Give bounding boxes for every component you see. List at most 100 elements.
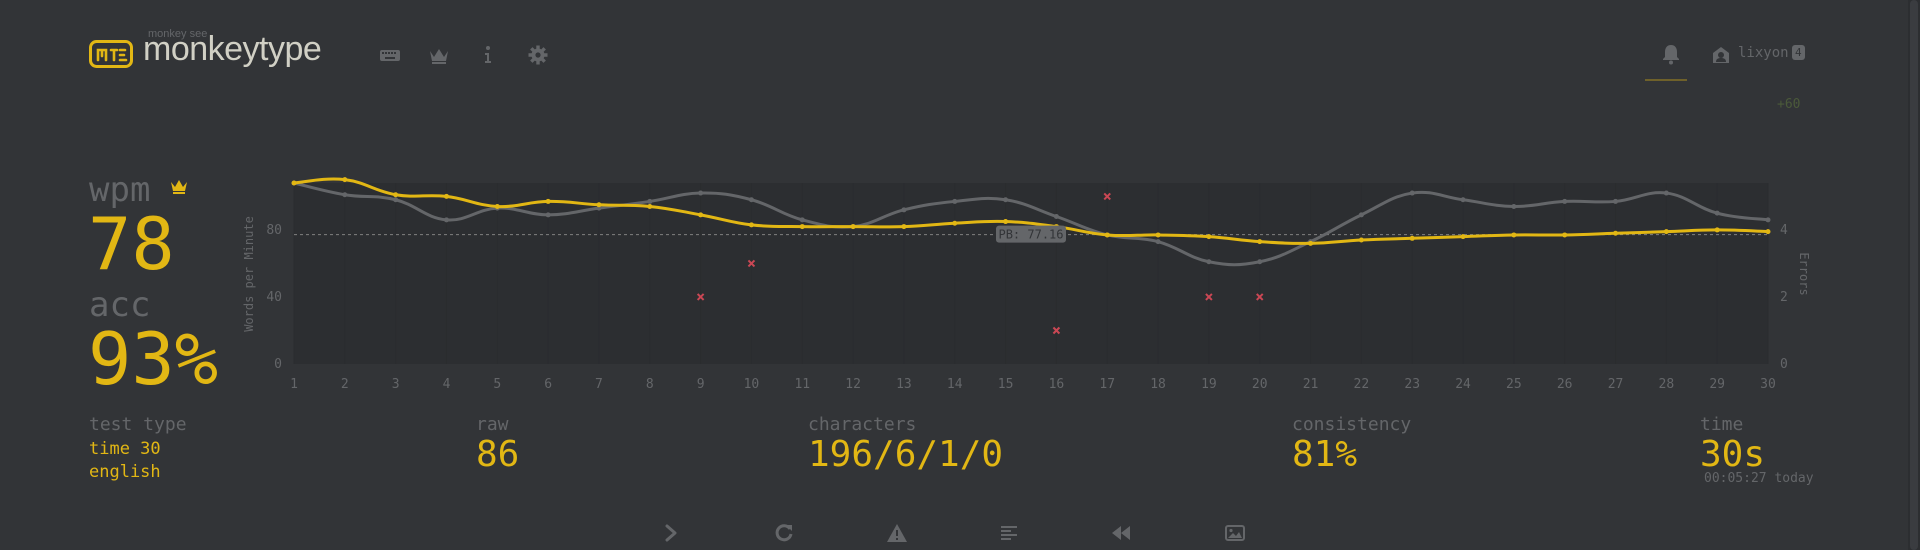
test-type-language: english [89, 462, 161, 482]
wpm-point [901, 224, 907, 230]
wpm-point [647, 203, 653, 209]
raw-wpm-point [1562, 198, 1568, 204]
logo-text[interactable]: monkeytype [143, 30, 322, 68]
raw-wpm-point [443, 217, 449, 223]
y-tick-label: 0 [274, 357, 282, 372]
wpm-point [1409, 235, 1415, 241]
wpm-point [1104, 232, 1110, 238]
wpm-point [291, 180, 297, 186]
raw-wpm-point [1155, 239, 1161, 245]
x-tick-label: 15 [998, 377, 1014, 392]
warning-icon[interactable] [886, 522, 908, 544]
x-tick-label: 18 [1150, 377, 1166, 392]
logo-icon[interactable] [89, 40, 133, 68]
x-tick-label: 30 [1760, 377, 1776, 392]
wpm-point [1613, 230, 1619, 236]
raw-wpm-point [901, 207, 907, 213]
x-tick-label: 29 [1709, 377, 1725, 392]
error-markers [696, 192, 1264, 335]
wpm-point [1358, 237, 1364, 243]
raw-wpm-point [342, 192, 348, 198]
personal-best-crown-icon [171, 180, 187, 194]
x-tick-label: 13 [896, 377, 912, 392]
wpm-line [293, 177, 1769, 245]
image-icon[interactable] [1224, 522, 1246, 544]
wpm-point [1511, 232, 1517, 238]
crown-icon[interactable] [428, 44, 450, 66]
errors-axis-label: Errors [1797, 252, 1811, 295]
restart-icon[interactable] [773, 522, 795, 544]
raw-wpm-point [393, 197, 399, 203]
y-tick-label: 40 [266, 290, 282, 305]
keyboard-icon[interactable] [379, 44, 401, 66]
x-tick-label: 21 [1303, 377, 1319, 392]
raw-wpm-point [1714, 210, 1720, 216]
logo-tagline: monkey see [148, 28, 208, 40]
errors-tick-label: 4 [1780, 223, 1788, 238]
wpm-point [1257, 239, 1263, 245]
align-left-icon[interactable] [998, 522, 1020, 544]
raw-wpm-point [1409, 190, 1415, 196]
wpm-point [494, 203, 500, 209]
x-tick-label: 3 [392, 377, 400, 392]
x-tick-label: 8 [646, 377, 654, 392]
raw-value: 86 [476, 434, 520, 475]
gear-icon[interactable] [527, 44, 549, 66]
x-tick-label: 28 [1659, 377, 1675, 392]
wpm-point [748, 222, 754, 228]
x-tick-label: 14 [947, 377, 963, 392]
x-tick-label: 4 [443, 377, 451, 392]
x-tick-label: 19 [1201, 377, 1217, 392]
x-tick-label: 16 [1049, 377, 1065, 392]
wpm-point [1663, 229, 1669, 235]
x-tick-label: 12 [845, 377, 861, 392]
consistency-label: consistency [1292, 414, 1412, 435]
error-marker [1052, 326, 1061, 335]
wpm-point [698, 212, 704, 218]
wpm-point [545, 198, 551, 204]
test-type-mode: time 30 [89, 439, 161, 459]
characters-value: 196/6/1/0 [808, 434, 1004, 475]
raw-wpm-point [748, 197, 754, 203]
x-tick-label: 23 [1404, 377, 1420, 392]
x-tick-label: 7 [595, 377, 603, 392]
raw-wpm-point [1765, 217, 1771, 223]
time-value: 30s [1700, 434, 1766, 475]
wpm-point [799, 224, 805, 230]
account-icon[interactable] [1710, 44, 1732, 66]
x-tick-label: 10 [744, 377, 760, 392]
wpm-label: wpm [89, 170, 151, 210]
next-test-icon[interactable] [660, 522, 682, 544]
info-icon[interactable] [477, 44, 499, 66]
accuracy-label: acc [89, 285, 151, 325]
error-marker [1205, 293, 1213, 301]
wpm-point [1155, 232, 1161, 238]
rewind-icon[interactable] [1110, 522, 1132, 544]
raw-wpm-point [1358, 212, 1364, 218]
wpm-point [1714, 227, 1720, 233]
wpm-point [393, 192, 399, 198]
wpm-points [291, 177, 1771, 246]
personal-best-badge: PB: 77.16 [996, 225, 1066, 243]
user-level-badge: 4 [1792, 45, 1805, 60]
wpm-point [443, 193, 449, 199]
wpm-point [596, 202, 602, 208]
raw-wpm-point [1663, 190, 1669, 196]
wpm-point [1308, 240, 1314, 246]
error-marker [1103, 192, 1111, 201]
y-axis-label: Words per Minute [242, 216, 256, 332]
raw-wpm-line [293, 181, 1769, 267]
raw-wpm-point [545, 212, 551, 218]
raw-wpm-point [647, 198, 653, 204]
x-tick-label: 5 [493, 377, 501, 392]
y-tick-label: 80 [266, 223, 282, 238]
error-marker [747, 259, 756, 268]
username[interactable]: lixyon [1738, 45, 1789, 61]
scrollbar-thumb[interactable] [1910, 0, 1918, 550]
x-tick-label: 20 [1252, 377, 1268, 392]
x-tick-label: 17 [1099, 377, 1115, 392]
x-tick-label: 26 [1557, 377, 1573, 392]
wpm-point [850, 224, 856, 230]
bell-icon[interactable] [1660, 43, 1682, 65]
